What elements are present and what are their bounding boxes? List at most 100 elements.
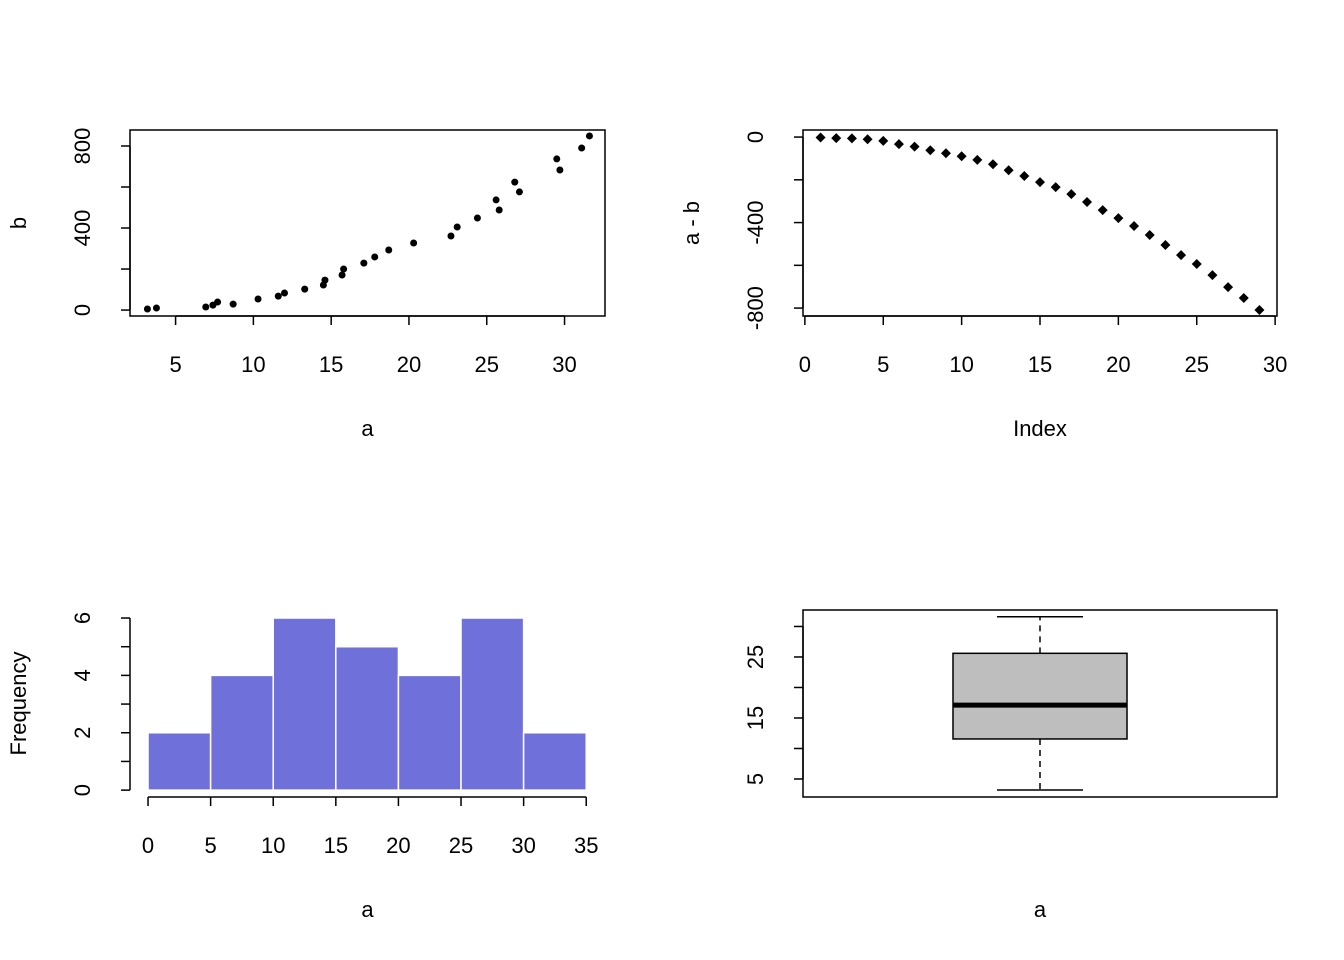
point [385, 246, 393, 254]
point [301, 285, 309, 293]
x-axis-label: Index [1013, 416, 1067, 441]
point [846, 133, 857, 144]
x-tick-label: 25 [449, 833, 473, 858]
point [1191, 259, 1202, 270]
point [1082, 197, 1093, 208]
point [338, 271, 346, 279]
y-axis-label: a - b [679, 201, 704, 245]
point [987, 159, 998, 170]
point [578, 144, 586, 152]
point [280, 289, 288, 297]
x-tick-label: 5 [169, 352, 181, 377]
x-tick-label: 30 [1263, 352, 1287, 377]
point [585, 132, 593, 140]
x-tick-label: 0 [142, 833, 154, 858]
bar [397, 674, 462, 791]
point [831, 133, 842, 144]
y-tick-label: 5 [743, 773, 768, 785]
y-tick-label: 4 [70, 669, 95, 681]
point [473, 214, 481, 222]
bar [209, 674, 274, 791]
point [371, 253, 379, 261]
x-tick-label: 20 [386, 833, 410, 858]
point [321, 276, 329, 284]
point [495, 206, 503, 214]
point [1207, 270, 1218, 281]
x-tick-label: 10 [241, 352, 265, 377]
x-tick-label: 10 [949, 352, 973, 377]
point [1113, 213, 1124, 224]
point [862, 134, 873, 145]
point [152, 304, 160, 312]
point [143, 305, 151, 313]
x-tick-label: 20 [1106, 352, 1130, 377]
point [1129, 220, 1140, 231]
y-tick-label: 0 [70, 784, 95, 796]
point [1254, 305, 1265, 316]
x-tick-label: 25 [1185, 352, 1209, 377]
point [447, 232, 455, 240]
y-tick-label: -400 [743, 201, 768, 245]
y-tick-label: 6 [70, 612, 95, 624]
x-tick-label: 10 [261, 833, 285, 858]
y-axis-label: b [6, 217, 31, 229]
point [1050, 182, 1061, 193]
point [229, 300, 237, 308]
x-tick-label: 15 [319, 352, 343, 377]
bar [522, 732, 587, 791]
point [909, 141, 920, 152]
point [1003, 165, 1014, 176]
x-tick-label: 5 [205, 833, 217, 858]
plot-frame [802, 129, 1278, 317]
point [214, 298, 222, 306]
point [878, 135, 889, 146]
x-tick-label: 30 [552, 352, 576, 377]
point [1066, 189, 1077, 200]
y-tick-label: 800 [70, 128, 95, 165]
point [511, 178, 519, 186]
point [553, 155, 561, 163]
plot-frame [129, 129, 606, 317]
y-tick-label: 0 [743, 131, 768, 143]
point [202, 303, 210, 311]
y-tick-label: 400 [70, 210, 95, 247]
point [340, 265, 348, 273]
y-tick-label: 2 [70, 727, 95, 739]
point [1176, 250, 1187, 261]
point [254, 295, 262, 303]
point [360, 259, 368, 267]
point [940, 148, 951, 159]
x-tick-label: 30 [511, 833, 535, 858]
y-axis-label: Frequency [6, 652, 31, 756]
y-tick-label: -800 [743, 286, 768, 330]
y-tick-label: 25 [743, 645, 768, 669]
y-tick-label: 15 [743, 706, 768, 730]
point [410, 239, 418, 247]
point [556, 166, 564, 174]
x-tick-label: 20 [397, 352, 421, 377]
bar [335, 645, 400, 791]
point [1223, 282, 1234, 293]
x-tick-label: 15 [1028, 352, 1052, 377]
x-tick-label: 5 [877, 352, 889, 377]
box [952, 652, 1128, 740]
y-tick-label: 0 [70, 304, 95, 316]
point [1238, 293, 1249, 304]
bar [147, 732, 212, 791]
point [972, 154, 983, 165]
point [1160, 240, 1171, 251]
point [1097, 205, 1108, 216]
bar [460, 617, 525, 791]
x-axis-label: a [361, 416, 374, 441]
x-tick-label: 35 [574, 833, 598, 858]
point [815, 132, 826, 143]
point [1019, 170, 1030, 181]
point [1035, 177, 1045, 188]
point [1144, 229, 1155, 240]
point [515, 188, 523, 196]
x-tick-label: 25 [475, 352, 499, 377]
point [925, 145, 936, 156]
point [492, 196, 500, 204]
x-tick-label: 15 [324, 833, 348, 858]
